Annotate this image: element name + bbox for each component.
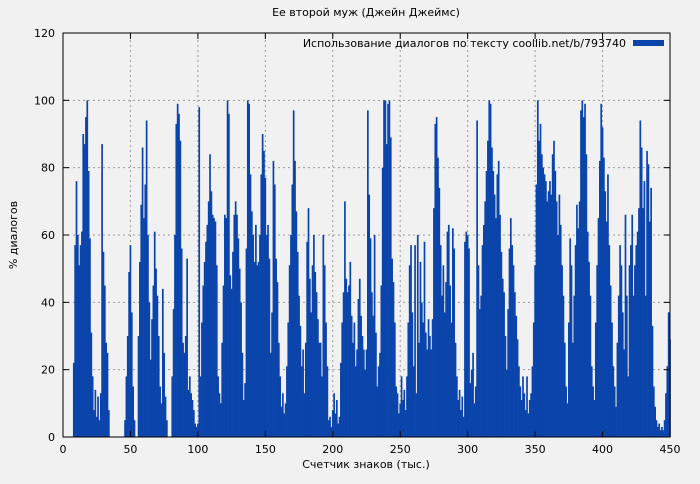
x-tick-label: 350 [525,443,546,456]
y-tick-label: 0 [48,431,55,444]
x-tick-label: 100 [187,443,208,456]
x-axis-label: Счетчик знаков (тыс.) [302,458,430,471]
y-tick-label: 120 [34,27,55,40]
x-tick-labels: 0 50 100 150 200 250 300 350 400 450 [60,443,681,456]
axis-ticks [62,32,671,438]
x-tick-label: 300 [457,443,478,456]
chart-title: Ее второй муж (Джейн Джеймс) [272,6,460,19]
y-tick-label: 100 [34,94,55,107]
y-axis-label: % диалогов [7,201,20,269]
bars-series [72,100,671,437]
legend: Использование диалогов по тексту coollib… [303,37,664,50]
x-tick-label: 250 [390,443,411,456]
x-tick-label: 400 [592,443,613,456]
y-tick-label: 80 [41,162,55,175]
y-tick-label: 20 [41,364,55,377]
legend-label: Использование диалогов по тексту coollib… [303,37,626,50]
x-tick-label: 200 [322,443,343,456]
x-tick-label: 450 [660,443,681,456]
y-tick-label: 60 [41,229,55,242]
x-tick-label: 0 [60,443,67,456]
y-tick-label: 40 [41,296,55,309]
x-tick-label: 150 [255,443,276,456]
x-tick-label: 50 [123,443,137,456]
y-tick-labels: 0 20 40 60 80 100 120 [34,27,55,444]
